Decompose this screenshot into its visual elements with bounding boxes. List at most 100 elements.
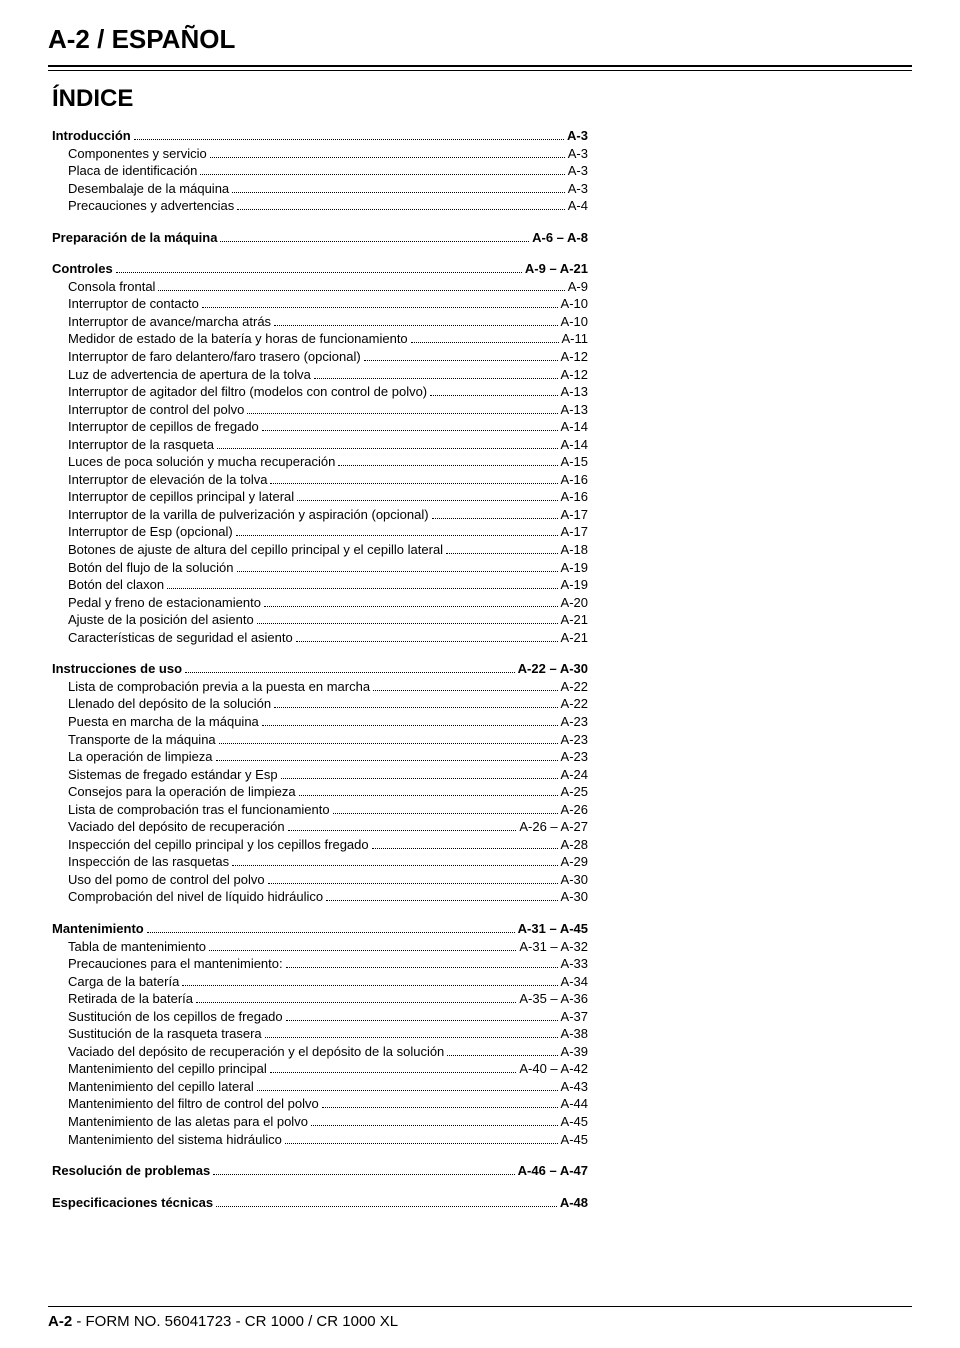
toc-leader-dots xyxy=(236,527,558,536)
toc-label: Botones de ajuste de altura del cepillo … xyxy=(52,541,443,559)
toc-entry: Componentes y servicioA-3 xyxy=(52,145,588,163)
toc-label: Mantenimiento del filtro de control del … xyxy=(52,1095,319,1113)
toc-label: Vaciado del depósito de recuperación y e… xyxy=(52,1043,444,1061)
toc-leader-dots xyxy=(265,1029,558,1038)
toc-label: Consejos para la operación de limpieza xyxy=(52,783,296,801)
toc-page: A-16 xyxy=(561,488,588,506)
toc-label: Puesta en marcha de la máquina xyxy=(52,713,259,731)
toc-label: Mantenimiento xyxy=(52,920,144,938)
section-gap xyxy=(52,1180,588,1194)
toc-page: A-26 – A-27 xyxy=(519,818,588,836)
toc-label: Controles xyxy=(52,260,113,278)
toc-entry: Vaciado del depósito de recuperación A-26… xyxy=(52,818,588,836)
toc-leader-dots xyxy=(296,633,558,642)
toc-label: Retirada de la batería xyxy=(52,990,193,1008)
toc-label: Transporte de la máquina xyxy=(52,731,216,749)
toc-leader-dots xyxy=(232,857,557,866)
toc-label: Interruptor de cepillos principal y late… xyxy=(52,488,294,506)
toc-label: Consola frontal xyxy=(52,278,155,296)
toc-page: A-14 xyxy=(561,418,588,436)
toc-label: Interruptor de la varilla de pulverizaci… xyxy=(52,506,429,524)
toc-page: A-48 xyxy=(560,1194,588,1212)
toc-label: Interruptor de contacto xyxy=(52,295,199,313)
toc-label: Lista de comprobación previa a la puesta… xyxy=(52,678,370,696)
toc-label: Inspección de las rasquetas xyxy=(52,853,229,871)
toc-page: A-24 xyxy=(561,766,588,784)
toc-page: A-12 xyxy=(561,348,588,366)
toc-label: Desembalaje de la máquina xyxy=(52,180,229,198)
toc-page: A-11 xyxy=(562,330,589,348)
toc-page: A-21 xyxy=(561,611,588,629)
toc-entry: Interruptor de cepillos principal y late… xyxy=(52,488,588,506)
toc-page: A-31 – A-32 xyxy=(519,938,588,956)
toc-leader-dots xyxy=(286,1012,558,1021)
toc-page: A-44 xyxy=(561,1095,588,1113)
toc-page: A-18 xyxy=(561,541,588,559)
toc-entry: Llenado del depósito de la soluciónA-22 xyxy=(52,695,588,713)
toc-entry: Interruptor de cepillos de fregado A-14 xyxy=(52,418,588,436)
toc-page: A-17 xyxy=(561,523,588,541)
toc-leader-dots xyxy=(314,369,558,378)
toc-entry: Interruptor de elevación de la tolvaA-16 xyxy=(52,471,588,489)
toc-label: Introducción xyxy=(52,127,131,145)
toc-page: A-34 xyxy=(561,973,588,991)
toc-leader-dots xyxy=(264,598,558,607)
toc-entry: Botón del flujo de la soluciónA-19 xyxy=(52,559,588,577)
toc-leader-dots xyxy=(134,131,564,140)
toc-page: A-14 xyxy=(561,436,588,454)
toc-entry: Mantenimiento del cepillo lateral A-43 xyxy=(52,1078,588,1096)
toc-entry: Luz de advertencia de apertura de la tol… xyxy=(52,366,588,384)
toc-entry: Precauciones y advertenciasA-4 xyxy=(52,197,588,215)
toc-label: Mantenimiento del cepillo lateral xyxy=(52,1078,254,1096)
toc-page: A-9 – A-21 xyxy=(525,260,588,278)
toc-page: A-13 xyxy=(561,401,588,419)
toc-page: A-6 – A-8 xyxy=(532,229,588,247)
toc-label: Interruptor de cepillos de fregado xyxy=(52,418,259,436)
toc-entry: Mantenimiento del sistema hidráulicoA-45 xyxy=(52,1131,588,1149)
toc-entry: Interruptor de contactoA-10 xyxy=(52,295,588,313)
toc-leader-dots xyxy=(217,440,558,449)
toc-section-head: MantenimientoA-31 – A-45 xyxy=(52,920,588,938)
toc-leader-dots xyxy=(116,264,522,273)
toc-entry: Interruptor de control del polvo A-13 xyxy=(52,401,588,419)
toc-page: A-3 xyxy=(568,145,588,163)
toc-page: A-28 xyxy=(561,836,588,854)
toc-leader-dots xyxy=(247,405,557,414)
toc-leader-dots xyxy=(446,545,557,554)
toc-entry: Comprobación del nivel de líquido hidráu… xyxy=(52,888,588,906)
toc-page: A-43 xyxy=(561,1078,588,1096)
toc-section-head: IntroducciónA-3 xyxy=(52,127,588,145)
toc-leader-dots xyxy=(274,317,557,326)
toc-page: A-19 xyxy=(561,576,588,594)
footer-page-number: A-2 xyxy=(48,1313,72,1330)
toc-label: Preparación de la máquina xyxy=(52,229,217,247)
toc-entry: Transporte de la máquinaA-23 xyxy=(52,731,588,749)
toc-leader-dots xyxy=(220,233,529,242)
toc-leader-dots xyxy=(268,875,558,884)
toc-label: Interruptor de elevación de la tolva xyxy=(52,471,267,489)
toc-entry: Ajuste de la posición del asientoA-21 xyxy=(52,611,588,629)
toc-entry: Vaciado del depósito de recuperación y e… xyxy=(52,1043,588,1061)
toc-leader-dots xyxy=(364,352,558,361)
toc-page: A-45 xyxy=(561,1113,588,1131)
toc-entry: Mantenimiento de las aletas para el polv… xyxy=(52,1113,588,1131)
toc-section-head: Especificaciones técnicasA-48 xyxy=(52,1194,588,1212)
toc-label: Luz de advertencia de apertura de la tol… xyxy=(52,366,311,384)
toc-leader-dots xyxy=(311,1117,558,1126)
toc-page: A-13 xyxy=(561,383,588,401)
toc-entry: Mantenimiento del filtro de control del … xyxy=(52,1095,588,1113)
toc-section-head: Controles A-9 – A-21 xyxy=(52,260,588,278)
toc-label: Vaciado del depósito de recuperación xyxy=(52,818,285,836)
toc-leader-dots xyxy=(430,387,557,396)
toc-leader-dots xyxy=(270,475,557,484)
toc-page: A-35 – A-36 xyxy=(519,990,588,1008)
toc-page: A-33 xyxy=(561,955,588,973)
toc-entry: Consola frontalA-9 xyxy=(52,278,588,296)
toc-entry: Interruptor de la varilla de pulverizaci… xyxy=(52,506,588,524)
toc-label: Interruptor de control del polvo xyxy=(52,401,244,419)
footer-rule xyxy=(48,1306,912,1307)
toc-label: La operación de limpieza xyxy=(52,748,213,766)
toc-leader-dots xyxy=(219,734,558,743)
toc-leader-dots xyxy=(216,1198,557,1207)
section-gap xyxy=(52,246,588,260)
